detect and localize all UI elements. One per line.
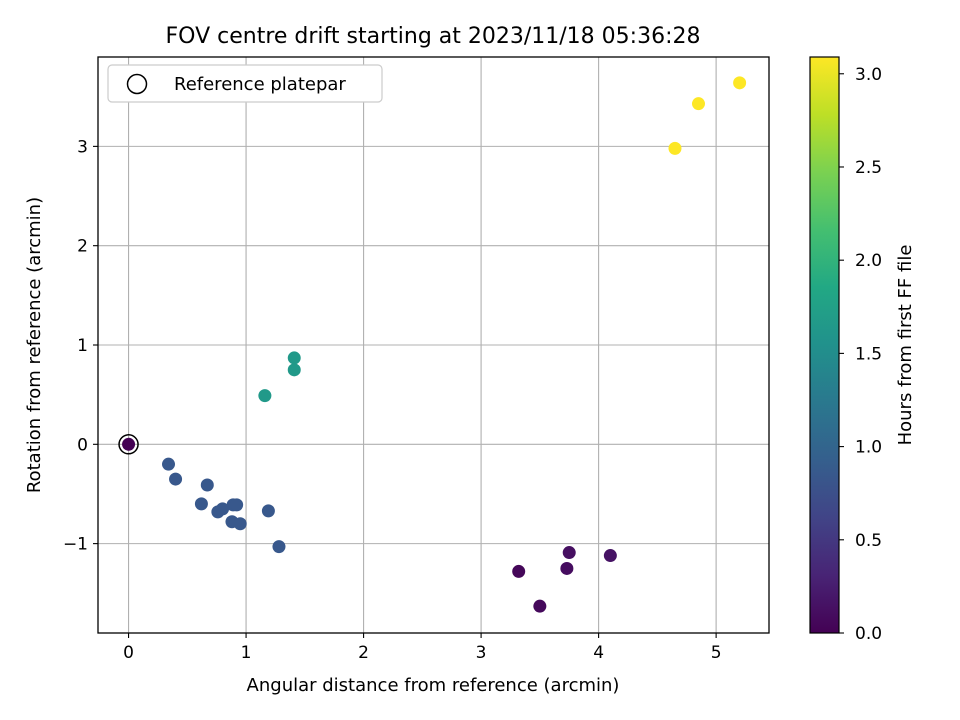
chart-title: FOV centre drift starting at 2023/11/18 … [166,24,701,49]
data-point [122,437,136,451]
data-point [533,599,547,613]
data-point [603,549,617,563]
x-tick-label: 4 [593,643,604,663]
colorbar-tick-label: 0.5 [855,531,882,551]
data-point [560,561,574,575]
data-points [118,76,747,613]
y-tick-label: 0 [77,435,88,455]
colorbar-tick-label: 3.0 [855,65,882,85]
x-axis-label: Angular distance from reference (arcmin) [247,675,620,696]
data-point [287,351,301,365]
y-tick-label: 1 [77,336,88,356]
data-point [668,141,682,155]
colorbar-tick-label: 2.5 [855,158,882,178]
data-point [230,498,244,512]
y-tick-label: 2 [77,237,88,257]
data-point [733,76,747,90]
data-point [162,457,176,471]
grid-lines [98,57,769,633]
colorbar: 0.0 0.5 1.0 1.5 2.0 2.5 3.0 Hours from first F… [809,56,916,644]
x-tick-label: 1 [241,643,252,663]
legend-box [107,64,383,103]
colorbar-tick-label: 2.0 [855,251,882,271]
x-tick-label: 3 [476,643,487,663]
y-axis-label: Rotation from reference (arcmin) [24,197,45,493]
data-point [216,502,230,516]
data-point [562,546,576,560]
data-point [200,478,214,492]
data-point [169,472,183,486]
legend-entry-reference: Reference platepar [174,74,346,95]
data-point [258,389,272,403]
x-tick-label: 5 [711,643,722,663]
colorbar-tick-label: 1.5 [855,344,882,364]
legend-marker-icon [126,73,148,95]
reference-platepar-marker [118,434,139,455]
x-tick-label: 2 [358,643,369,663]
x-tick-label: 0 [123,643,134,663]
colorbar-label: Hours from first FF file [895,245,916,446]
data-point [272,540,286,554]
colorbar-ticks: 0.0 0.5 1.0 1.5 2.0 2.5 3.0 [839,65,882,644]
colorbar-gradient [809,56,840,634]
colorbar-tick-label: 1.0 [855,438,882,458]
data-point [691,97,705,111]
legend: Reference platepar [107,64,383,103]
data-point [512,564,526,578]
y-tick-label: −1 [63,535,88,555]
y-tick-label: 3 [77,137,88,157]
data-point [233,517,247,531]
x-axis-ticks: 0 1 2 3 4 5 [123,633,722,663]
data-point [261,504,275,518]
colorbar-tick-label: 0.0 [855,624,882,644]
data-point [287,363,301,377]
data-point [194,497,208,511]
y-axis-ticks: −1 0 1 2 3 [63,137,98,555]
